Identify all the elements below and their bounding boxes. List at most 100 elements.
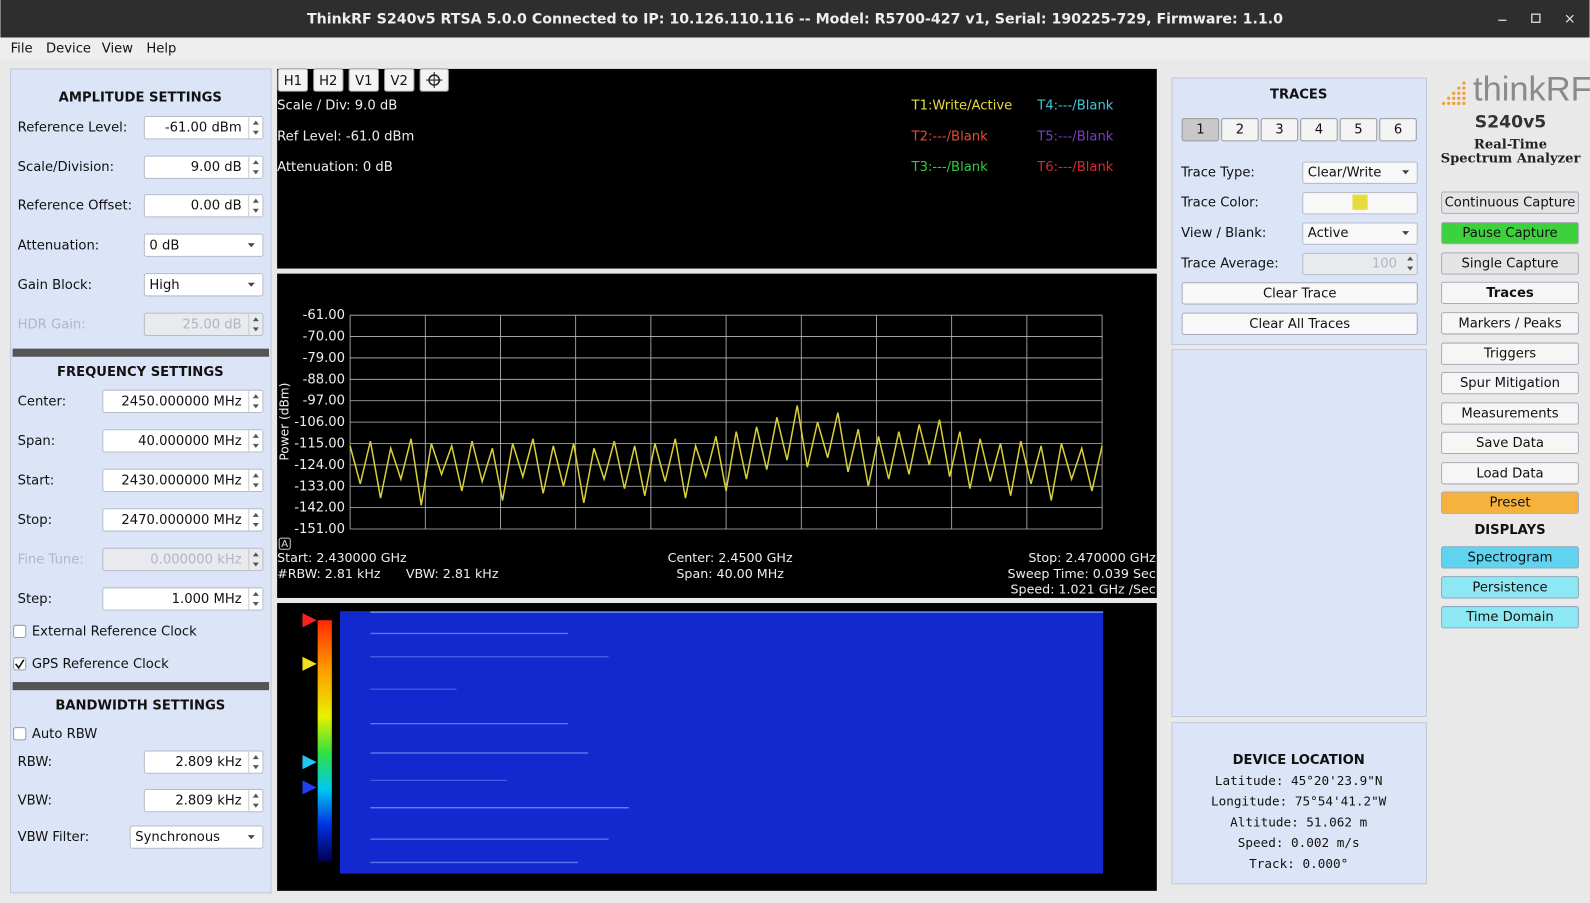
input-box[interactable] [102,389,264,413]
trace-control [1302,252,1418,276]
info-panel [277,68,1157,269]
input-box[interactable] [102,508,264,532]
spin-arrows [252,755,259,770]
dropdown-arrow [1402,231,1410,236]
y-tick-label: -151.00 [294,522,345,537]
section-title: DISPLAYS [1474,523,1545,538]
field-label: HDR Gain: [18,317,86,332]
toolbar-button[interactable] [313,68,344,92]
plot-footer: Sweep Time: 0.039 Sec [1007,566,1155,581]
button[interactable] [1181,312,1418,335]
control-button[interactable] [1441,342,1579,365]
menu-bar [0,37,1590,60]
trace-control[interactable] [1302,222,1418,245]
trace-tab[interactable] [1339,118,1378,142]
info-text: Scale / Div: 9.0 dB [277,98,397,113]
menu-item: Help [146,42,176,57]
input-box[interactable] [143,194,264,218]
control-button[interactable] [1441,221,1579,245]
logo-dot [1447,96,1451,100]
color-swatch [1352,194,1368,210]
trace-status: T1:Write/Active [911,98,1013,113]
field-label: VBW: [18,794,52,809]
display-button[interactable] [1441,606,1579,629]
control-button[interactable] [1441,371,1579,395]
checkbox[interactable] [13,657,27,671]
section-title: AMPLITUDE SETTINGS [59,90,222,105]
field-label: Step: [18,592,52,607]
marker-button[interactable] [278,537,291,550]
trace-tab[interactable] [1300,118,1338,142]
info-text: Attenuation: 0 dB [277,160,393,175]
input-box[interactable] [143,116,264,140]
input-value: 2450.000000 MHz [121,394,241,409]
trace-tab-label: 4 [1315,123,1323,138]
trace-status: T6:---/Blank [1036,160,1114,175]
control-button[interactable] [1441,252,1579,275]
y-tick-label: -106.00 [294,415,345,430]
control-button[interactable] [1441,191,1579,214]
input-value: 0.000000 kHz [150,552,241,567]
control-button-label: Spur Mitigation [1460,376,1560,391]
control-button-label: Markers / Peaks [1458,316,1561,331]
logo-dot [1457,101,1461,105]
logo-tagline: Spectrum Analyzer [1441,152,1582,167]
toolbar-button[interactable] [277,68,309,92]
control-button[interactable] [1441,402,1579,425]
y-axis-label: Power (dBm) [278,383,292,461]
trace-control[interactable] [1302,161,1418,184]
row-label: View / Blank: [1181,226,1266,241]
section-title: BANDWIDTH SETTINGS [55,698,225,713]
input-box[interactable] [143,750,264,774]
toolbar-button[interactable] [384,68,415,92]
trace-tab-label: 1 [1196,123,1204,138]
field-label: Scale/Division: [18,160,114,175]
toolbar-label: V2 [391,74,408,89]
control-button[interactable] [1441,462,1579,485]
logo-dot [1441,101,1446,105]
input-box[interactable] [102,468,264,493]
section-title: FREQUENCY SETTINGS [57,365,224,380]
display-button[interactable] [1441,546,1579,569]
level-markers[interactable] [302,613,317,795]
logo-dot [1452,91,1456,95]
input-box[interactable] [143,233,264,257]
display-button[interactable] [1441,576,1579,599]
checkbox[interactable] [13,727,27,741]
button[interactable] [1181,282,1418,305]
input-box[interactable] [102,429,264,453]
spin-arrows [252,317,259,332]
input-box[interactable] [143,155,264,179]
window-controls[interactable] [1498,13,1574,23]
input-box[interactable] [129,825,264,849]
input-box[interactable] [102,587,264,611]
marker-button-label: A [281,539,288,550]
input-box[interactable] [143,273,264,297]
title-bar [0,0,1590,38]
trace-tab[interactable] [1181,118,1220,142]
field-label: Fine Tune: [18,552,84,567]
trace-tab[interactable] [1221,118,1259,142]
toolbar-button[interactable] [348,68,379,92]
control-button[interactable] [1441,431,1579,455]
field-label: VBW Filter: [18,830,90,845]
field-label: Stop: [18,513,52,528]
control-button[interactable] [1441,491,1579,514]
input-value: 100 [1372,257,1397,272]
trace-tab[interactable] [1260,118,1299,142]
input-value: 40.000000 MHz [138,434,242,449]
trace-tab[interactable] [1379,118,1417,142]
location-line: Longitude: 75°54'41.2"W [1211,794,1387,809]
control-button[interactable] [1441,312,1579,335]
control-button[interactable] [1441,281,1579,305]
checkbox[interactable] [13,624,27,638]
input-box[interactable] [143,788,264,813]
dropdown-arrow [247,282,255,287]
input-value: 2.809 kHz [175,755,241,770]
logo-dot [1447,101,1451,105]
spin-arrows [252,433,259,448]
trace-tab-label: 3 [1275,123,1283,138]
location-line: Track: 0.000° [1249,856,1348,871]
location-line: Latitude: 45°20'23.9"N [1215,773,1383,788]
